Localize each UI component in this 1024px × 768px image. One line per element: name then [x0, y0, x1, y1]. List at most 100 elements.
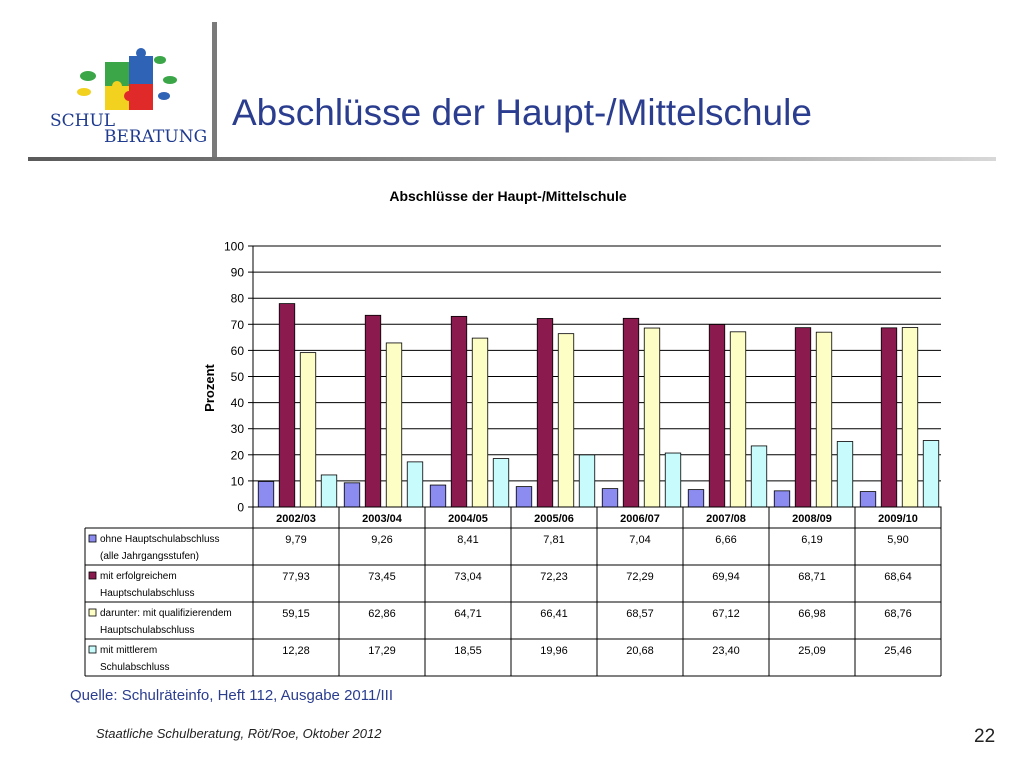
- header-horizontal-rule: [28, 157, 996, 161]
- category-label: 2009/10: [878, 513, 918, 525]
- data-label: 9,26: [371, 534, 392, 546]
- logo-dot: [163, 76, 177, 84]
- bar: [601, 488, 619, 508]
- data-label: 64,71: [454, 608, 482, 620]
- bar: [708, 324, 726, 508]
- data-label: 5,90: [887, 534, 908, 546]
- y-tick-label: 40: [231, 396, 245, 410]
- data-table: 2002/03 2003/04 2004/05 2005/06 2006/07 2007/…: [84, 506, 942, 677]
- data-label: 67,12: [712, 608, 740, 620]
- bar: [664, 452, 682, 508]
- data-label: 20,68: [626, 645, 654, 657]
- logo-piece-blue: [129, 56, 153, 84]
- bar: [406, 461, 424, 508]
- category-label: 2003/04: [362, 513, 403, 525]
- legend-entry: (alle Jahrgangsstufen): [100, 551, 199, 562]
- data-label: 73,45: [368, 571, 396, 583]
- y-tick-label: 0: [237, 501, 244, 515]
- bar: [320, 474, 338, 508]
- data-label: 18,55: [454, 645, 482, 657]
- bar: [364, 314, 382, 508]
- bar: [557, 333, 575, 508]
- bar: [922, 440, 940, 508]
- data-label: 6,66: [715, 534, 736, 546]
- category-label: 2004/05: [448, 513, 488, 525]
- bar: [450, 315, 468, 508]
- source-note: Quelle: Schulräteinfo, Heft 112, Ausgabe…: [70, 687, 393, 704]
- schulberatung-logo: SCHUL BERATUNG: [50, 48, 207, 147]
- data-label: 25,46: [884, 645, 912, 657]
- bar: [536, 318, 554, 508]
- bar: [515, 486, 533, 508]
- data-label: 62,86: [368, 608, 396, 620]
- category-label: 2007/08: [706, 513, 746, 525]
- bar: [429, 484, 447, 508]
- legend-entry: Hauptschulabschluss: [100, 625, 195, 636]
- y-tick-label: 80: [231, 292, 245, 306]
- chart-bars: [257, 303, 940, 508]
- data-label: 25,09: [798, 645, 826, 657]
- data-label: 73,04: [454, 571, 482, 583]
- bar: [901, 327, 919, 508]
- bar: [299, 352, 317, 508]
- y-tick-label: 10: [231, 474, 245, 488]
- y-tick-label: 30: [231, 422, 245, 436]
- data-label: 68,64: [884, 571, 912, 583]
- data-label: 6,19: [801, 534, 822, 546]
- y-tick-label: 70: [231, 318, 245, 332]
- legend-entry: darunter: mit qualifizierendem: [100, 608, 232, 619]
- data-label: 59,15: [282, 608, 310, 620]
- slide-title: Abschlüsse der Haupt-/Mittelschule: [232, 92, 812, 133]
- bar: [687, 489, 705, 508]
- legend-entry: mit mittlerem: [100, 645, 157, 656]
- data-label: 72,23: [540, 571, 568, 583]
- data-label: 23,40: [712, 645, 740, 657]
- page-number: 22: [974, 726, 996, 747]
- data-label: 68,57: [626, 608, 654, 620]
- category-label: 2002/03: [276, 513, 316, 525]
- logo-dot: [154, 56, 166, 64]
- bar: [773, 490, 791, 508]
- logo-text-schul: SCHUL: [50, 111, 115, 131]
- bar: [257, 481, 275, 508]
- data-label: 68,76: [884, 608, 912, 620]
- legend-entry: ohne Hauptschulabschluss: [100, 534, 220, 545]
- y-axis-ticks: 0 10 20 30 40 50 60 70 80 90 100: [224, 240, 244, 515]
- logo-dot: [80, 71, 96, 81]
- bar: [278, 303, 296, 508]
- logo-dot: [77, 88, 91, 96]
- bar: [643, 327, 661, 508]
- bar: [343, 482, 361, 508]
- legend-swatch: [88, 571, 97, 580]
- data-label: 7,81: [543, 534, 564, 546]
- data-label: 7,04: [629, 534, 650, 546]
- data-label: 9,79: [285, 534, 306, 546]
- y-tick-label: 60: [231, 344, 245, 358]
- bar: [578, 454, 596, 508]
- legend-entry: Hauptschulabschluss: [100, 588, 195, 599]
- data-label: 66,98: [798, 608, 826, 620]
- bar: [836, 441, 854, 508]
- header-vertical-divider: [212, 22, 217, 158]
- data-label: 66,41: [540, 608, 568, 620]
- chart-title: Abschlüsse der Haupt-/Mittelschule: [389, 188, 626, 204]
- data-label: 72,29: [626, 571, 654, 583]
- y-axis-label: Prozent: [202, 363, 217, 411]
- logo-text-beratung: BERATUNG: [104, 127, 207, 147]
- data-label: 17,29: [368, 645, 396, 657]
- bar: [750, 445, 768, 508]
- data-label: 77,93: [282, 571, 310, 583]
- bar: [815, 331, 833, 508]
- category-label: 2006/07: [620, 513, 660, 525]
- data-label: 8,41: [457, 534, 478, 546]
- footer-text: Staatliche Schulberatung, Röt/Roe, Oktob…: [96, 726, 382, 741]
- data-label: 12,28: [282, 645, 310, 657]
- bar: [729, 331, 747, 508]
- bar: [880, 327, 898, 508]
- legend-swatch: [88, 645, 97, 654]
- y-tick-label: 20: [231, 448, 245, 462]
- data-label: 19,96: [540, 645, 568, 657]
- bar: [794, 327, 812, 508]
- data-label: 68,71: [798, 571, 826, 583]
- data-label: 69,94: [712, 571, 740, 583]
